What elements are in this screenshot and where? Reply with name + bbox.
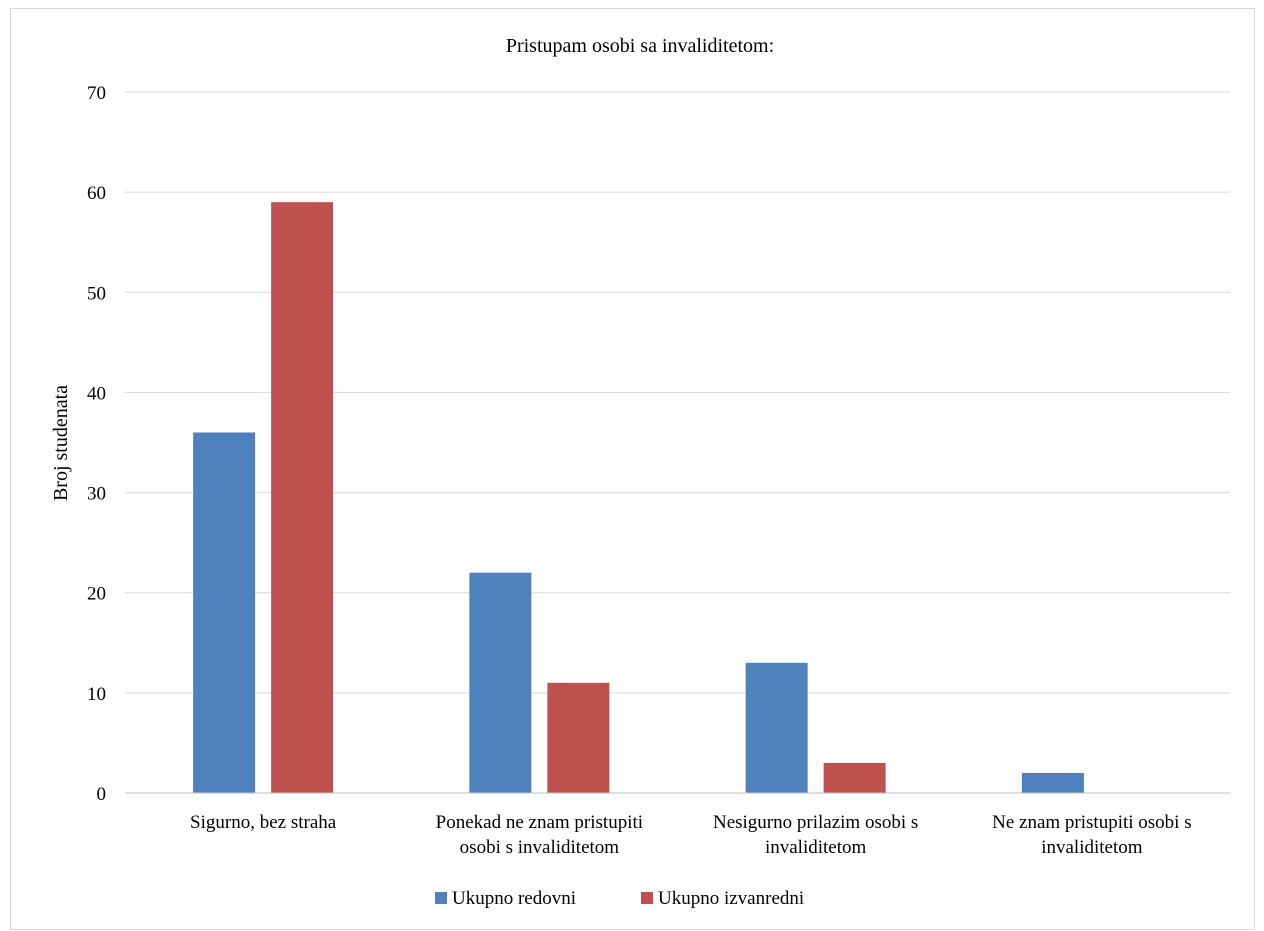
legend-label-2: Ukupno izvanredni [658,888,804,909]
legend-swatch-1 [435,892,447,904]
legend-swatch-2 [641,892,653,904]
x-category-label: Nesigurno prilazim osobi s [713,812,918,833]
bar-izvanredni-2 [547,682,610,793]
y-tick-label: 40 [87,383,106,404]
y-tick-label: 50 [87,283,106,304]
bar-izvanredni-3 [823,762,886,793]
x-category-label: invaliditetom [1041,837,1143,858]
y-tick-label: 10 [87,684,106,705]
legend-label-1: Ukupno redovni [452,888,576,909]
y-axis-label: Broj studenata [50,385,72,501]
x-category-label: invaliditetom [765,837,867,858]
y-tick-label: 20 [87,584,106,605]
x-category-label: Ponekad ne znam pristupiti [436,812,643,833]
bar-redovni-2 [469,572,532,793]
bar-redovni-4 [1021,772,1084,793]
bar-izvanredni-1 [271,202,334,793]
x-category-label: Ne znam pristupiti osobi s [992,812,1191,833]
legend: Ukupno redovni Ukupno izvanredni [435,888,804,909]
y-tick-labels: 0 10 20 30 40 50 60 70 [87,83,106,805]
y-tick-label: 60 [87,183,106,204]
x-category-label: osobi s invaliditetom [460,837,620,858]
bars [193,202,1084,793]
y-tick-label: 70 [87,83,106,104]
bar-redovni-1 [193,432,256,793]
x-category-label: Sigurno, bez straha [190,812,337,833]
bar-redovni-3 [745,662,808,793]
x-category-labels: Sigurno, bez straha Ponekad ne znam prist… [190,812,1192,858]
chart-title: Pristupam osobi sa invaliditetom: [506,35,774,57]
y-tick-label: 30 [87,484,106,505]
y-tick-label: 0 [97,784,107,805]
